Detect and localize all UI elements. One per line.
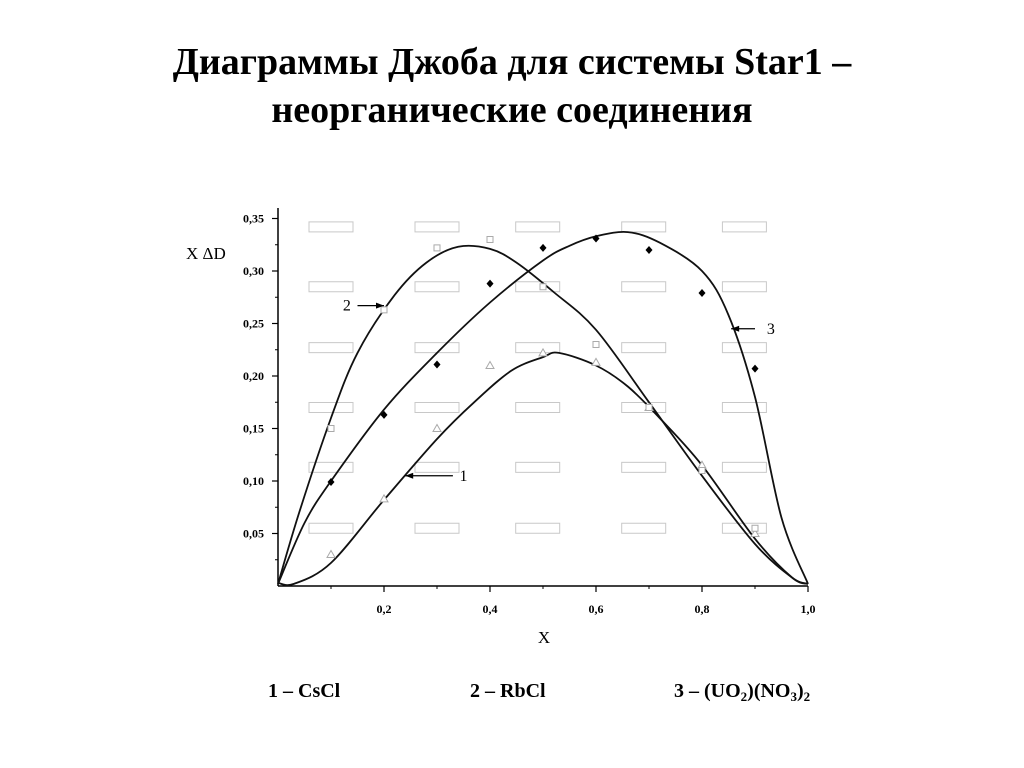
y-tick-label: 0,15 (243, 422, 264, 436)
annotation-2-arrowhead (376, 302, 384, 309)
watermark-rect (515, 221, 561, 233)
y-tick-label: 0,25 (243, 317, 264, 331)
watermark-rect (414, 461, 460, 473)
legend-item-3-sub1: 2 (740, 689, 748, 704)
y-axis-title: X ΔD (186, 244, 226, 263)
title-line-1: Диаграммы Джоба для системы Star1 – (172, 41, 852, 83)
tick-marks: 0,2 0,4 0,6 0,8 1,0 0,05 0,10 0,15 0,20 0,25 0,30 0… (243, 212, 816, 617)
y-tick-label: 0,20 (243, 369, 264, 383)
watermark-rect (721, 281, 767, 293)
series-curves (277, 231, 809, 587)
annotation-2-label: 2 (343, 298, 351, 315)
watermark-rect (414, 281, 460, 293)
x-tick-label: 0,6 (589, 602, 604, 616)
series-2-curve (277, 244, 809, 585)
annotation-3-label: 3 (767, 321, 775, 338)
series-3-point (539, 243, 547, 252)
series-1-point (538, 347, 548, 357)
series-3-point (751, 364, 759, 373)
watermark-rect (621, 342, 667, 354)
watermark-rect (621, 281, 667, 293)
series-1-point (326, 549, 336, 558)
watermark-rect (621, 402, 667, 413)
x-tick-label: 0,4 (483, 602, 498, 616)
x-tick-label: 0,2 (377, 602, 392, 616)
watermark-rect (308, 461, 354, 473)
watermark-rect (621, 522, 667, 534)
legend-item-3-close: ) (797, 680, 804, 702)
series-2-point (380, 306, 388, 314)
legend-item-3: 3 – (UO2)(NO3)2 (674, 680, 810, 705)
series-3-point (645, 246, 653, 254)
y-tick-label: 0,35 (243, 212, 264, 226)
series-2-point (486, 236, 494, 243)
series-3-point (486, 279, 494, 288)
series-1-curve (277, 351, 809, 587)
series-2-point (592, 341, 600, 348)
series-1-point (379, 493, 389, 503)
legend-item-1-text: 1 – CsCl (268, 680, 341, 702)
watermark-rect (308, 342, 354, 354)
series-3-curve (277, 231, 809, 585)
legend-item-1: 1 – CsCl (268, 680, 340, 703)
watermark-rect (721, 342, 767, 354)
series-2-point (751, 524, 759, 532)
series-points (326, 234, 760, 558)
title-line-2: неорганические соединения (271, 89, 753, 131)
series-3-point (327, 478, 335, 487)
series-2-point (698, 467, 706, 474)
annotation-1-label: 1 (460, 468, 468, 485)
watermark-rect (721, 402, 767, 413)
legend-item-3-sub2: 3 (790, 689, 798, 704)
legend-item-2: 2 – RbCl (470, 680, 546, 703)
watermark-rect (721, 461, 767, 473)
watermark-rect (308, 402, 354, 413)
y-tick-label: 0,30 (243, 264, 264, 278)
watermark-rect (515, 402, 561, 413)
series-2-point (433, 244, 441, 252)
watermark-rect (515, 281, 561, 293)
series-3-point (592, 234, 600, 243)
series-3-point (698, 289, 706, 298)
watermark-rect (414, 402, 460, 413)
legend-item-2-text: 2 – RbCl (470, 680, 546, 702)
series-1-point (485, 360, 495, 369)
series-3-point (380, 410, 388, 419)
y-tick-label: 0,10 (243, 474, 264, 488)
series-2-point (327, 425, 335, 432)
series-2-point (645, 404, 653, 411)
series-1-point (432, 423, 442, 432)
axes (277, 208, 808, 587)
watermark-rect (515, 522, 561, 534)
watermark-rect (621, 461, 667, 473)
watermark-rect (515, 342, 561, 354)
legend-item-3-mid: )(NO (747, 680, 791, 702)
annotation-1-arrowhead (405, 472, 414, 479)
legend-item-3-prefix: 3 – (UO (674, 680, 741, 702)
y-tick-label: 0,05 (243, 527, 264, 541)
annotation-3-arrowhead (731, 325, 740, 332)
watermark-rect (308, 522, 354, 534)
curve-annotations: 1 2 3 (343, 298, 775, 485)
x-axis-title: X (538, 628, 550, 647)
series-1-point (750, 528, 760, 537)
watermark-rect (414, 522, 460, 534)
x-tick-label: 0,8 (695, 602, 710, 616)
watermark-rect (308, 221, 354, 233)
slide-title: Диаграммы Джоба для системы Star1 – неор… (0, 38, 1024, 134)
watermark-grid (308, 221, 767, 534)
watermark-rect (621, 221, 667, 233)
legend-item-3-sub3: 2 (803, 689, 811, 704)
series-3-point (433, 360, 441, 369)
series-2-point (539, 283, 547, 291)
x-tick-label: 1,0 (801, 602, 816, 616)
watermark-rect (414, 221, 460, 233)
watermark-rect (308, 281, 354, 293)
series-1-point (591, 357, 601, 366)
watermark-rect (721, 221, 767, 233)
watermark-rect (515, 461, 561, 473)
watermark-rect (414, 342, 460, 354)
